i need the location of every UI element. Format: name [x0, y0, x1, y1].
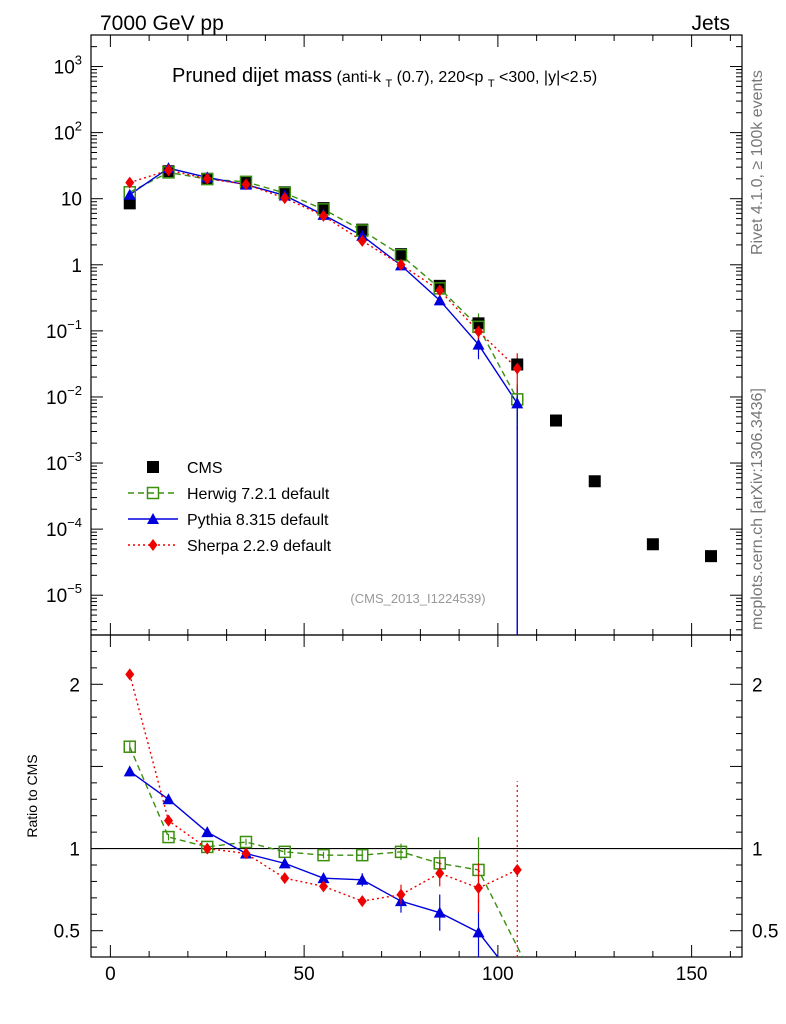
ratio-point	[278, 857, 291, 869]
side-label-bottom: mcplots.cern.ch [arXiv:1306.3436]	[749, 388, 766, 630]
data-point	[588, 475, 601, 488]
data-point	[317, 202, 330, 215]
data-point	[474, 325, 483, 338]
data-point	[396, 258, 406, 271]
plot-title: Pruned dijet mass (anti-k T (0.7), 220<p…	[172, 65, 597, 91]
ratio-point	[317, 848, 330, 862]
title-main: Pruned dijet mass	[172, 65, 332, 87]
y-tick-label: 102	[54, 119, 82, 145]
title-sub-t2: T	[488, 78, 495, 90]
data-point	[472, 317, 485, 330]
ratio-point	[394, 845, 408, 859]
data-point	[280, 192, 290, 205]
side-label-top: Rivet 4.1.0, ≥ 100k events	[749, 70, 766, 255]
y-tick-label: 1	[71, 256, 82, 277]
legend-label: Sherpa 2.2.9 default	[187, 538, 332, 555]
analysis-watermark: (CMS_2013_I1224539)	[350, 591, 485, 606]
y-tick-label: 10−1	[46, 317, 82, 343]
data-point	[125, 176, 135, 189]
ratio-point	[201, 826, 214, 838]
data-point	[512, 362, 522, 375]
data-point	[356, 223, 369, 236]
y-tick-label: 10−5	[46, 581, 82, 607]
data-point	[435, 284, 445, 297]
data-point	[511, 397, 524, 409]
data-point	[550, 414, 562, 427]
legend-marker	[146, 486, 160, 500]
x-tick-label: 100	[482, 964, 514, 985]
ratio-y-tick-label: 1	[69, 840, 80, 861]
data-point	[357, 234, 367, 247]
title-detail-suffix: <300, |y|<2.5)	[499, 69, 597, 86]
header-left: 7000 GeV pp	[100, 12, 224, 35]
ratio-point	[472, 926, 485, 938]
y-tick-label: 10−4	[46, 515, 82, 541]
data-point	[705, 550, 717, 563]
ratio-point	[474, 882, 483, 894]
series-line	[129, 167, 518, 635]
ratio-point	[319, 880, 328, 893]
ratio-y-tick-label-right: 2	[752, 675, 763, 696]
data-point	[646, 538, 659, 551]
y-tick-label: 103	[54, 53, 82, 79]
data-point	[202, 172, 212, 185]
ratio-point	[125, 668, 135, 681]
ratio-point	[164, 814, 173, 827]
legend-marker	[147, 513, 159, 524]
ratio-ylabel: Ratio to CMS	[24, 754, 40, 837]
ratio-point	[123, 740, 136, 753]
y-tick-label: 10−2	[46, 383, 82, 409]
ratio-point	[356, 873, 369, 885]
data-point	[123, 188, 136, 200]
title-sub-t: T	[385, 78, 392, 90]
legend-label: CMS	[187, 460, 223, 477]
legend-marker	[148, 539, 158, 551]
ratio-point	[202, 842, 212, 855]
data-point	[164, 164, 173, 177]
x-tick-label: 150	[676, 964, 708, 985]
header-right: Jets	[691, 12, 730, 35]
ratio-plot-series	[123, 668, 524, 957]
data-point	[319, 209, 328, 222]
data-point	[123, 197, 136, 210]
ratio-frame	[90, 634, 743, 958]
y-tick-label: 10	[61, 190, 82, 211]
ratio-point	[162, 793, 175, 805]
ratio-point	[396, 888, 406, 901]
ratio-point	[512, 863, 522, 876]
ratio-y-tick-label: 0.5	[54, 922, 80, 943]
data-point	[472, 338, 485, 350]
y-tick-label: 10−3	[46, 449, 82, 475]
series-line	[129, 169, 518, 369]
title-detail-mid: (0.7), 220<p	[397, 69, 484, 86]
main-plot-series	[123, 162, 717, 635]
ratio-point	[356, 848, 369, 862]
ratio-y-tick-label-right: 0.5	[752, 922, 778, 943]
data-point	[241, 178, 251, 191]
axes: 0 50 100 150 10−5 10−4 10−3 10−2 10−1 1 10 102 103 0.…	[46, 34, 778, 985]
legend-marker	[147, 461, 159, 473]
ratio-point	[123, 765, 136, 777]
title-detail-prefix: (anti-k	[337, 69, 382, 86]
ratio-point	[241, 847, 251, 860]
ratio-point	[162, 830, 175, 844]
ratio-y-tick-label-right: 1	[752, 840, 763, 861]
x-tick-label: 50	[294, 964, 315, 985]
legend-label: Herwig 7.2.1 default	[187, 486, 330, 503]
ratio-point	[435, 867, 445, 880]
legend-label: Pythia 8.315 default	[187, 512, 329, 529]
ratio-point	[317, 872, 330, 884]
data-point	[395, 248, 407, 261]
ratio-series-line	[129, 746, 524, 957]
ratio-point	[357, 895, 367, 908]
ratio-point	[280, 872, 290, 885]
x-tick-label: 0	[105, 964, 116, 985]
ratio-y-tick-label: 2	[69, 675, 80, 696]
ratio-point	[433, 906, 446, 918]
data-point	[433, 294, 446, 306]
legend: CMS Herwig 7.2.1 default Pythia 8.315 defa…	[128, 460, 332, 555]
